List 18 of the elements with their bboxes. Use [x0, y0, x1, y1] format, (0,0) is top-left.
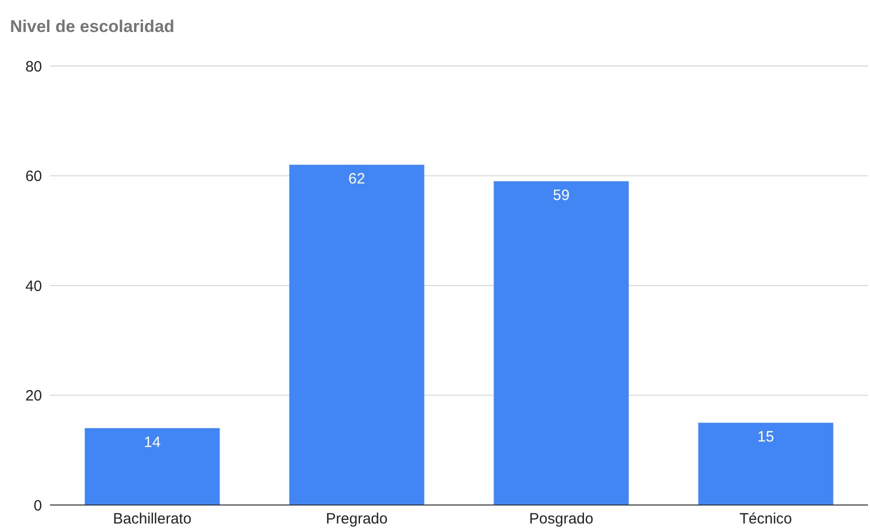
chart-title: Nivel de escolaridad	[10, 17, 174, 37]
data-label: 15	[757, 428, 774, 446]
x-tick-label: Pregrado	[326, 510, 388, 528]
y-tick-label: 60	[25, 168, 42, 186]
x-tick-label: Bachillerato	[113, 510, 192, 528]
y-tick-label: 40	[25, 278, 42, 295]
bar	[698, 422, 834, 505]
data-label: 62	[348, 170, 366, 188]
x-tick-label: Posgrado	[529, 510, 594, 528]
bar	[289, 164, 424, 505]
data-label: 14	[144, 434, 161, 451]
y-tick-label: 20	[25, 388, 42, 405]
y-tick-label: 80	[25, 58, 42, 76]
data-label: 59	[552, 186, 570, 204]
y-tick-label: 0	[34, 497, 42, 514]
x-tick-label: Técnico	[739, 510, 792, 528]
bar	[494, 181, 629, 505]
bar	[84, 428, 220, 505]
